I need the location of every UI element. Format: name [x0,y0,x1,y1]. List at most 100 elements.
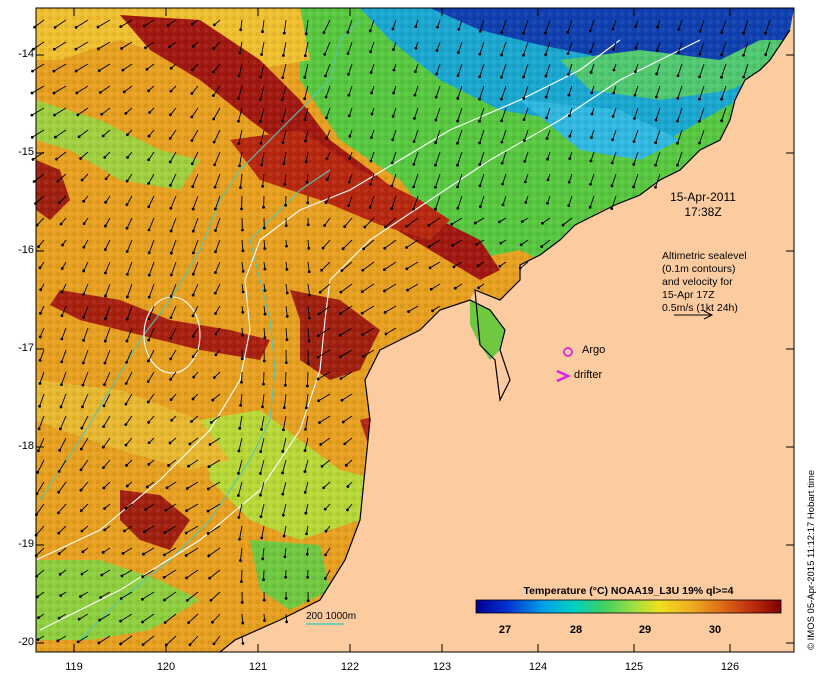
velocity-arrow [260,437,265,452]
velocity-arrow [678,19,683,30]
velocity-arrow [363,349,375,357]
velocity-arrow [98,41,111,50]
altimetry-legend: Altimetric sealevel (0.1m contours) and … [662,250,782,315]
velocity-arrow [238,85,243,99]
velocity-arrow-head [456,206,460,210]
velocity-arrow-head [320,268,323,272]
velocity-arrow-head [81,361,85,365]
velocity-arrow-head [80,426,84,430]
velocity-arrow-head [318,290,322,294]
velocity-arrow [324,217,331,226]
velocity-arrow [168,459,177,466]
velocity-arrow [58,481,67,493]
velocity-arrow-head [240,601,244,604]
velocity-arrow [261,151,265,166]
velocity-arrow [58,547,67,555]
velocity-arrow [384,261,397,270]
velocity-arrow-head [434,118,438,122]
velocity-arrow-head [764,31,767,35]
velocity-arrow-head [169,357,173,361]
velocity-arrow [304,459,309,472]
velocity-arrow-head [307,339,311,343]
velocity-arrow [502,173,507,185]
velocity-arrow-head [57,531,61,535]
velocity-arrow [413,151,419,165]
velocity-arrow-head [33,25,37,29]
lon-tick: 125 [624,661,644,673]
velocity-arrow [35,547,45,557]
velocity-arrow-head [285,338,289,342]
velocity-arrow [99,613,111,621]
velocity-arrow-head [213,163,217,167]
velocity-arrow-head [612,68,616,72]
velocity-arrow [392,19,397,30]
velocity-arrow [147,371,155,382]
velocity-arrow [590,63,595,73]
velocity-arrow [370,41,375,52]
velocity-arrow-head [589,70,593,74]
velocity-arrow-head [104,317,107,321]
velocity-arrow [307,283,310,296]
velocity-arrow-head [125,339,129,343]
velocity-arrow [284,173,287,185]
velocity-arrow-head [545,137,549,140]
velocity-arrow-head [103,507,107,510]
velocity-arrow [413,173,419,188]
velocity-arrow-head [305,552,309,556]
colorbar-tick: 27 [498,624,512,636]
velocity-arrow [38,415,45,429]
velocity-arrow-head [30,91,34,95]
velocity-arrow-head [97,641,101,645]
velocity-arrow-head [82,245,86,249]
velocity-arrow-head [141,643,145,647]
velocity-arrow-head [148,111,151,114]
velocity-arrow [677,63,683,76]
velocity-arrow [545,85,551,98]
velocity-arrow-head [124,443,128,447]
velocity-arrow-head [209,420,213,424]
velocity-arrow [148,349,155,362]
velocity-arrow [215,217,221,231]
velocity-arrow-head [281,98,284,101]
velocity-arrow-head [169,206,173,210]
velocity-arrow [101,569,111,576]
velocity-arrow [146,63,155,70]
lon-tick: 119 [65,661,83,673]
velocity-arrow-head [104,224,107,228]
velocity-arrow-head [56,179,60,183]
velocity-arrow-head [58,448,62,452]
velocity-arrow [699,63,705,77]
velocity-arrow [305,393,309,408]
velocity-arrow [164,525,177,533]
velocity-arrow-head [37,616,40,620]
velocity-arrow [699,107,705,122]
velocity-arrow-head [412,207,415,211]
velocity-arrow-head [39,311,42,315]
velocity-arrow-head [213,207,217,211]
velocity-arrow-head [676,141,679,145]
velocity-arrow [61,327,67,340]
velocity-arrow-head [522,97,526,100]
velocity-arrow-head [125,272,129,276]
velocity-arrow [612,107,617,117]
velocity-arrow-head [324,529,328,533]
velocity-arrow [192,283,199,296]
velocity-arrow-head [501,182,504,186]
velocity-arrow-head [147,205,151,209]
velocity-arrow-head [214,353,218,357]
velocity-arrow-head [212,376,216,379]
velocity-arrow-head [500,140,504,144]
velocity-arrow-head [406,288,409,292]
velocity-arrow [36,217,45,226]
velocity-arrow [282,63,287,78]
velocity-arrow-head [52,91,56,95]
velocity-arrow-head [37,427,41,431]
velocity-arrow-head [742,75,745,79]
velocity-arrow [430,283,441,290]
velocity-arrow-head [58,201,61,205]
velocity-arrow [391,151,397,164]
velocity-arrow [432,305,441,312]
velocity-arrow [212,393,221,401]
velocity-arrow [105,283,111,297]
velocity-arrow-head [100,573,104,577]
